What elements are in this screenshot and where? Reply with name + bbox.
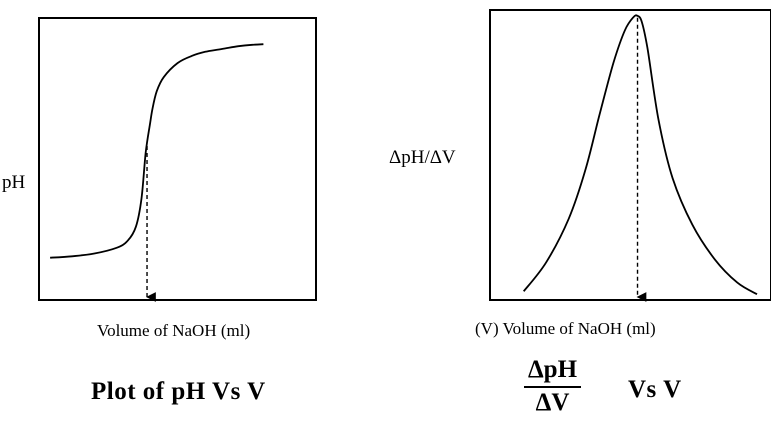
fraction-denominator: ΔV <box>535 389 570 416</box>
ph-x-axis-label: Volume of NaOH (ml) <box>97 321 251 340</box>
derivative-x-axis-label: (V) Volume of NaOH (ml) <box>475 319 656 338</box>
fraction-numerator: ΔpH <box>524 356 582 388</box>
derivative-caption-suffix: Vs V <box>628 376 682 403</box>
ph-y-axis-label: pH <box>2 172 26 193</box>
ph-plot-caption: Plot of pH Vs V <box>91 378 266 405</box>
derivative-plot-frame <box>489 9 771 301</box>
ph-curve-series <box>50 43 264 259</box>
derivative-caption-fraction: ΔpH ΔV <box>524 356 582 417</box>
ph-plot-frame <box>38 17 317 301</box>
derivative-curve-series <box>522 14 758 295</box>
derivative-y-axis-label: ΔpH/ΔV <box>389 147 456 168</box>
